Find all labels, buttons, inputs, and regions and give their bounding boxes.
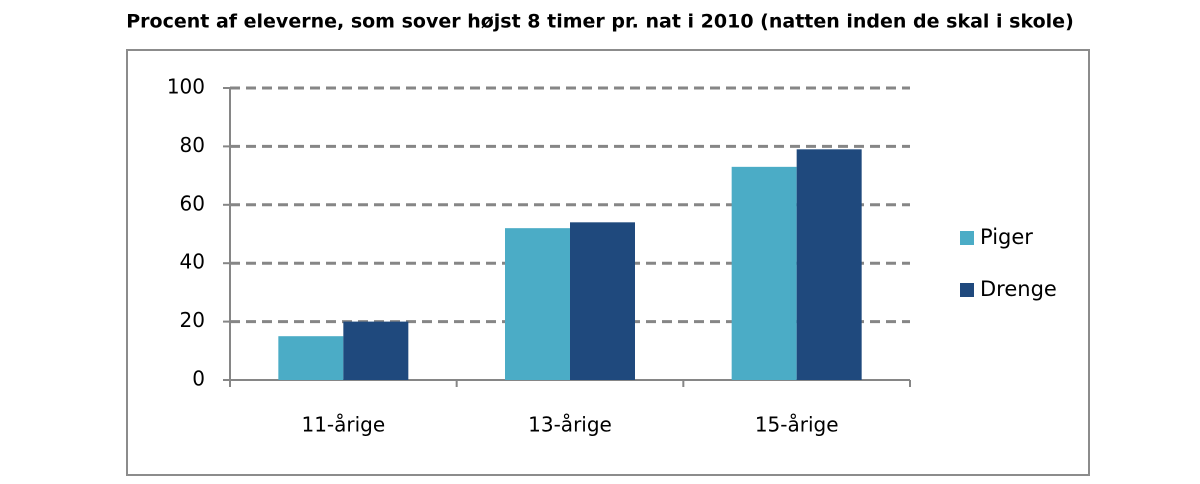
y-tick-label: 80	[180, 133, 205, 157]
bar	[278, 336, 344, 380]
legend-swatch	[960, 283, 974, 297]
bar	[343, 321, 409, 380]
x-tick-label: 11-årige	[301, 413, 385, 437]
chart-frame	[126, 49, 1090, 476]
legend-label: Piger	[980, 225, 1033, 249]
y-tick-label: 40	[180, 250, 205, 274]
y-tick-label: 20	[180, 308, 205, 332]
bar	[505, 228, 570, 380]
bar	[796, 149, 862, 380]
y-tick-label: 0	[192, 367, 205, 391]
bar	[731, 166, 797, 380]
y-tick-label: 60	[180, 191, 205, 215]
x-tick-label: 15-årige	[755, 413, 839, 437]
chart-title: Procent af eleverne, som sover højst 8 t…	[126, 11, 1074, 33]
legend-swatch	[960, 231, 974, 245]
y-tick-label: 100	[167, 75, 205, 99]
bar	[570, 222, 635, 380]
legend-label: Drenge	[980, 277, 1057, 301]
x-tick-label: 13-årige	[528, 413, 612, 437]
